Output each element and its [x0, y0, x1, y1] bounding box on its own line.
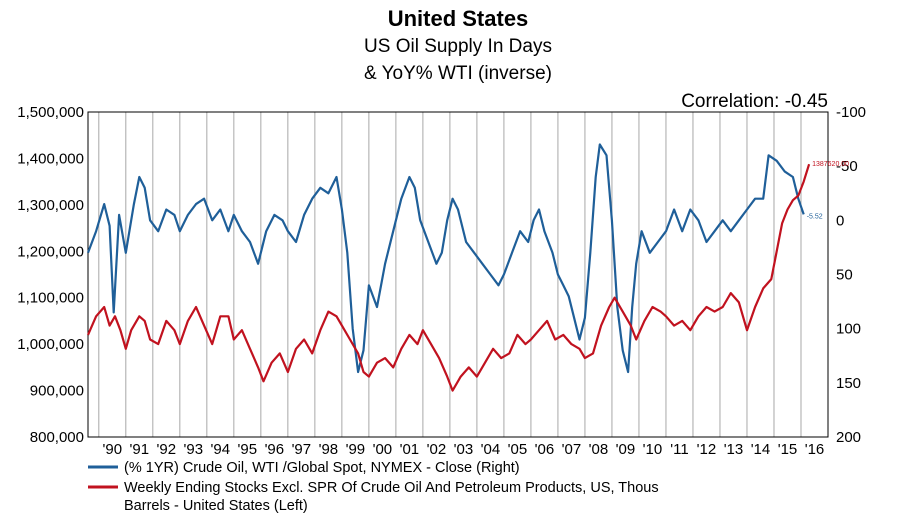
- x-tick-label: '11: [670, 441, 688, 458]
- x-tick-label: '92: [157, 441, 177, 458]
- left-tick-label: 1,500,000: [17, 104, 84, 121]
- grid-layer: [98, 112, 802, 437]
- chart-subtitle-line1: US Oil Supply In Days: [364, 36, 552, 57]
- x-tick-label: '90: [103, 441, 123, 458]
- right-tick-label: 50: [836, 267, 853, 284]
- end-label-stocks: 1387620.00: [812, 161, 849, 168]
- left-tick-label: 1,200,000: [17, 243, 84, 260]
- x-tick-label: '14: [751, 441, 771, 458]
- correlation-annotation: Correlation: -0.45: [681, 91, 828, 112]
- right-tick-label: -50: [836, 158, 858, 175]
- x-tick-label: '02: [427, 441, 447, 458]
- left-tick-label: 800,000: [30, 429, 84, 446]
- x-tick-label: '96: [265, 441, 285, 458]
- x-tick-label: '01: [400, 441, 420, 458]
- right-tick-label: 100: [836, 321, 861, 338]
- legend-label-oil: (% 1YR) Crude Oil, WTI /Global Spot, NYM…: [124, 460, 520, 476]
- right-tick-label: -100: [836, 104, 866, 121]
- x-tick-label: '10: [643, 441, 663, 458]
- x-tick-label: '16: [805, 441, 825, 458]
- x-tick-label: '13: [724, 441, 744, 458]
- end-labels: -5.52 1387620.00: [807, 161, 849, 220]
- x-tick-label: '15: [778, 441, 798, 458]
- chart-subtitle-line2: & YoY% WTI (inverse): [364, 63, 552, 84]
- x-tick-label: '09: [616, 441, 636, 458]
- right-axis-ticks: -100 -50 0 50 100 150 200: [836, 104, 866, 446]
- plot-area-border: [87, 111, 829, 438]
- left-axis-ticks: 1,500,000 1,400,000 1,300,000 1,200,000 1,10…: [17, 104, 84, 446]
- x-tick-label: '00: [373, 441, 393, 458]
- left-tick-label: 1,100,000: [17, 290, 84, 307]
- x-tick-label: '98: [319, 441, 339, 458]
- series-line-oil: [86, 143, 805, 374]
- left-tick-label: 1,000,000: [17, 336, 84, 353]
- left-tick-label: 1,400,000: [17, 150, 84, 167]
- x-tick-label: '95: [238, 441, 258, 458]
- x-tick-label: '04: [481, 441, 501, 458]
- legend-label-stocks: Weekly Ending Stocks Excl. SPR Of Crude …: [124, 480, 663, 514]
- x-tick-label: '08: [589, 441, 609, 458]
- x-tick-label: '93: [184, 441, 204, 458]
- x-axis-ticks: '90 '91 '92 '93 '94 '95 '96 '97 '98 '99 '00 '01 '02 '…: [103, 441, 825, 458]
- x-tick-label: '97: [292, 441, 312, 458]
- legend-label-stocks-line2: Barrels - United States (Left): [124, 498, 308, 514]
- series-layer: [86, 143, 811, 392]
- legend-label-stocks-line1: Weekly Ending Stocks Excl. SPR Of Crude …: [124, 480, 659, 496]
- x-tick-label: '94: [211, 441, 231, 458]
- chart-title: United States: [388, 6, 529, 31]
- x-tick-label: '03: [454, 441, 474, 458]
- series-line-stocks: [86, 163, 811, 392]
- x-tick-label: '05: [508, 441, 528, 458]
- left-tick-label: 1,300,000: [17, 197, 84, 214]
- right-tick-label: 200: [836, 429, 861, 446]
- x-tick-label: '99: [346, 441, 366, 458]
- x-tick-label: '06: [535, 441, 555, 458]
- end-label-oil: -5.52: [807, 213, 823, 220]
- x-tick-label: '12: [697, 441, 717, 458]
- right-tick-label: 150: [836, 375, 861, 392]
- right-tick-label: 0: [836, 212, 844, 229]
- x-tick-label: '91: [130, 441, 150, 458]
- x-tick-label: '07: [562, 441, 582, 458]
- left-tick-label: 900,000: [30, 383, 84, 400]
